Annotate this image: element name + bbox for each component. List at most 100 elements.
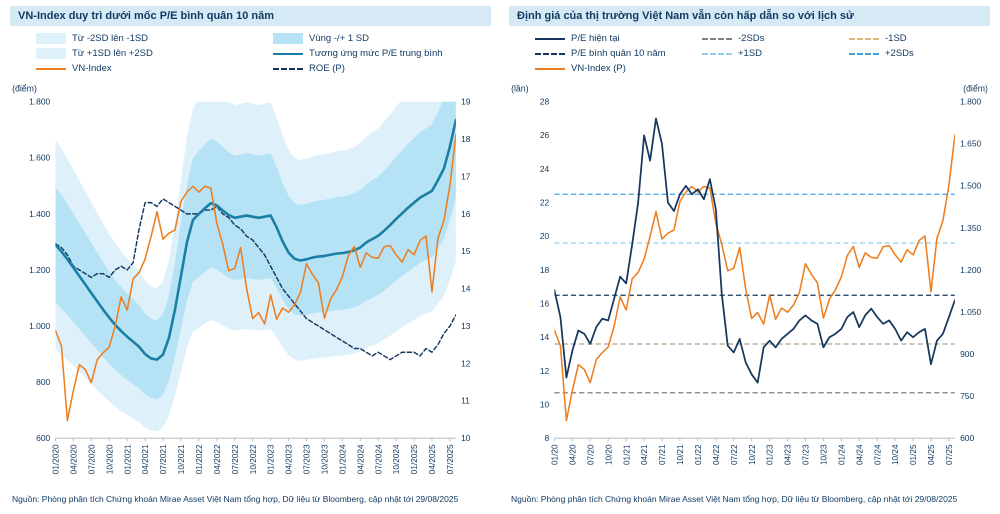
legend-dashed-swatch	[702, 52, 732, 55]
legend-label: +1SD	[738, 48, 763, 59]
x-tick-label: 04/2022	[213, 444, 222, 474]
y-right-tick-label: 13	[461, 321, 471, 331]
y-right-tick-label: 10	[461, 433, 471, 443]
y-left-tick-label: 18	[540, 265, 550, 275]
x-tick-label: 04/21	[640, 444, 649, 465]
y-left-tick-label: 1.600	[29, 153, 50, 163]
x-tick-label: 04/24	[855, 444, 864, 465]
x-tick-label: 07/23	[802, 444, 811, 465]
legend-label: Từ +1SD lên +2SD	[72, 48, 153, 59]
y-right-tick-label: 1.350	[960, 223, 981, 233]
y-left-tick-label: 800	[36, 377, 50, 387]
pe-band-chart: 600 800 1.000 1.200 1.400 1.600 1.800 10 11 12 13 1…	[12, 83, 471, 474]
x-tick-label: 04/2025	[428, 444, 437, 474]
chart-legend: Từ -2SD lên -1SD Vùng -/+ 1 SD Từ +1SD lên…	[10, 30, 491, 79]
x-tick-label: 01/24	[837, 444, 846, 465]
legend-area-swatch	[36, 48, 66, 59]
x-tick-label: 04/25	[927, 444, 936, 465]
chart-legend: P/E hiện tại -2SDs -1SD P/E bình quân 10 nă…	[509, 30, 990, 79]
legend-area-swatch	[36, 33, 66, 44]
legend-area-swatch	[273, 33, 303, 44]
x-tick-label: 01/23	[766, 444, 775, 465]
x-tick-label: 04/2024	[356, 444, 365, 474]
legend-dashed-swatch	[535, 52, 565, 55]
source-note: Nguồn: Phòng phân tích Chứng khoán Mirae…	[12, 493, 459, 504]
y-left-tick-label: 16	[540, 298, 550, 308]
y-right-tick-label: 12	[461, 358, 471, 368]
legend-label: -1SD	[885, 33, 907, 44]
y-left-tick-label: 1.200	[29, 265, 50, 275]
x-tick-label: 10/2024	[392, 444, 401, 474]
y-left-axis-caption: (điểm)	[12, 83, 37, 93]
source-note: Nguồn: Phòng phân tích Chứng khoán Mirae…	[511, 493, 958, 504]
pe-valuation-chart: 8 10 12 14 16 18 20 22 24 26 28 600 750 900 1.050 1.200…	[511, 83, 988, 465]
x-tick-label: 07/25	[945, 444, 954, 465]
legend-label: -2SDs	[738, 33, 765, 44]
y-right-tick-label: 19	[461, 97, 471, 107]
y-left-tick-label: 1.400	[29, 209, 50, 219]
legend-line-swatch	[535, 67, 565, 70]
legend-item: -1SD	[849, 33, 990, 44]
x-tick-label: 04/23	[784, 444, 793, 465]
legend-label: VN-Index	[72, 63, 112, 74]
legend-item: +1SD	[702, 48, 837, 59]
y-right-tick-label: 900	[960, 349, 974, 359]
x-tick-label: 10/2023	[321, 444, 330, 474]
x-tick-label: 07/22	[730, 444, 739, 465]
x-tick-label: 01/20	[551, 444, 560, 465]
x-tick-label: 07/2020	[87, 444, 96, 474]
y-right-tick-label: 11	[461, 396, 470, 406]
x-tick-label: 04/22	[712, 444, 721, 465]
legend-item: P/E bình quân 10 năm	[535, 48, 690, 59]
legend-label: P/E bình quân 10 năm	[571, 48, 666, 59]
y-right-tick-label: 17	[461, 171, 471, 181]
x-tick-label: 07/2022	[231, 444, 240, 474]
x-tick-label: 10/2020	[105, 444, 114, 474]
y-left-tick-label: 20	[540, 231, 550, 241]
x-tick-label: 07/2025	[446, 444, 455, 474]
legend-label: +2SDs	[885, 48, 914, 59]
x-tick-label: 10/23	[820, 444, 829, 465]
pe-mean-index-line	[55, 118, 456, 361]
x-tick-label: 10/2022	[249, 444, 258, 474]
y-left-tick-label: 12	[540, 366, 550, 376]
x-tick-label: 07/2024	[374, 444, 383, 474]
legend-dashed-swatch	[702, 37, 732, 40]
left-chart-panel: VN-Index duy trì dưới mốc P/E bình quân …	[10, 6, 491, 508]
y-left-tick-label: 24	[540, 164, 550, 174]
x-tick-label: 01/2025	[410, 444, 419, 474]
legend-item: Tương ứng mức P/E trung bình	[273, 48, 491, 59]
x-tick-label: 07/2023	[303, 444, 312, 474]
x-tick-label: 10/24	[891, 444, 900, 465]
y-right-tick-label: 1.800	[960, 97, 981, 107]
legend-item: Từ +1SD lên +2SD	[36, 48, 261, 59]
x-tick-label: 10/20	[604, 444, 613, 465]
legend-label: VN-Index (P)	[571, 63, 626, 74]
x-tick-label: 07/20	[586, 444, 595, 465]
legend-item: P/E hiện tại	[535, 33, 690, 44]
y-left-tick-label: 22	[540, 198, 550, 208]
legend-item: VN-Index	[36, 63, 261, 74]
y-right-tick-label: 1.200	[960, 265, 981, 275]
y-left-tick-label: 26	[540, 130, 550, 140]
x-tick-label: 10/22	[748, 444, 757, 465]
y-left-tick-label: 28	[540, 97, 550, 107]
roe-line	[55, 198, 456, 361]
x-tick-label: 04/20	[568, 444, 577, 465]
y-left-axis-caption: (lần)	[511, 83, 529, 93]
y-right-tick-label: 16	[461, 209, 471, 219]
y-left-tick-label: 600	[36, 433, 50, 443]
legend-label: Vùng -/+ 1 SD	[309, 33, 369, 44]
legend-label: ROE (P)	[309, 63, 345, 74]
legend-label: Từ -2SD lên -1SD	[72, 33, 149, 44]
legend-item: VN-Index (P)	[535, 63, 690, 74]
y-left-tick-label: 10	[540, 399, 550, 409]
y-left-tick-label: 1.000	[29, 321, 50, 331]
x-tick-label: 01/21	[622, 444, 631, 465]
x-tick-label: 10/2021	[177, 444, 186, 474]
legend-dashed-swatch	[849, 52, 879, 55]
legend-line-swatch	[36, 67, 66, 70]
y-right-axis-caption: (điểm)	[963, 83, 988, 93]
x-tick-label: 07/2021	[159, 444, 168, 474]
